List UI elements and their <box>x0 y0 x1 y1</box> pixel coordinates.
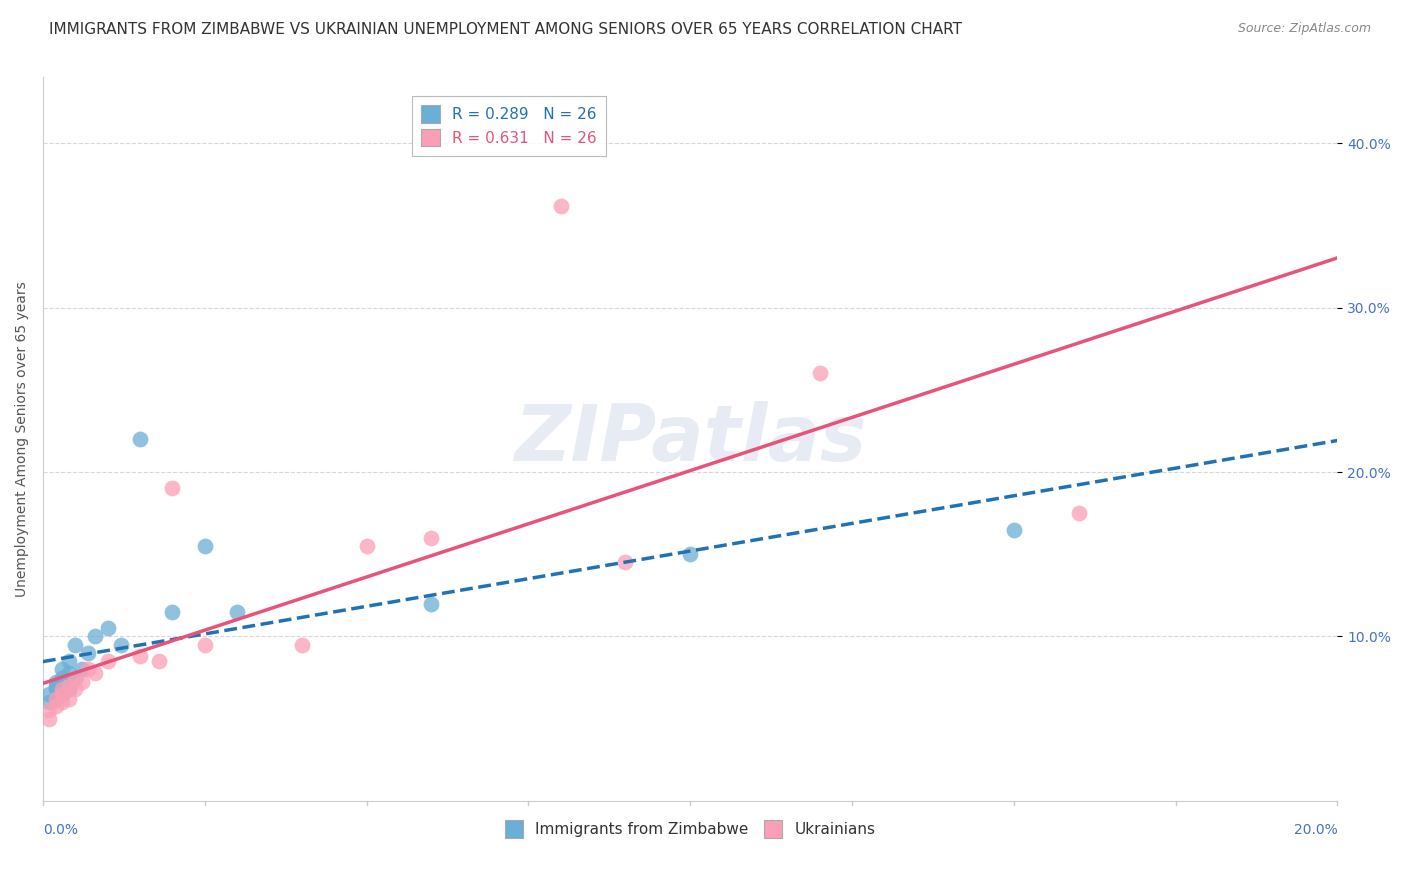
Point <box>45 692 67 706</box>
Point <box>58 682 80 697</box>
Point <box>58 679 80 693</box>
Y-axis label: Unemployment Among Seniors over 65 years: Unemployment Among Seniors over 65 years <box>15 281 30 597</box>
Point <box>148 654 170 668</box>
Point <box>291 638 314 652</box>
Text: 0.0%: 0.0% <box>44 822 77 837</box>
Point <box>65 671 87 685</box>
Point <box>51 687 73 701</box>
Point <box>550 199 572 213</box>
Point <box>679 547 702 561</box>
Point <box>45 679 67 693</box>
Point <box>51 695 73 709</box>
Point <box>45 682 67 697</box>
Point <box>77 646 100 660</box>
Point <box>65 638 87 652</box>
Point <box>614 556 637 570</box>
Point <box>110 638 132 652</box>
Point <box>194 539 217 553</box>
Point <box>420 597 443 611</box>
Point <box>808 367 831 381</box>
Point <box>356 539 378 553</box>
Legend: Immigrants from Zimbabwe, Ukrainians: Immigrants from Zimbabwe, Ukrainians <box>499 814 882 844</box>
Point <box>70 662 93 676</box>
Point <box>162 605 184 619</box>
Point <box>97 654 120 668</box>
Point <box>58 665 80 680</box>
Point <box>65 671 87 685</box>
Point <box>162 482 184 496</box>
Text: ZIPatlas: ZIPatlas <box>515 401 866 477</box>
Point <box>51 682 73 697</box>
Point <box>194 638 217 652</box>
Point <box>226 605 249 619</box>
Point <box>38 703 60 717</box>
Text: Source: ZipAtlas.com: Source: ZipAtlas.com <box>1237 22 1371 36</box>
Point <box>58 692 80 706</box>
Point <box>1067 506 1090 520</box>
Point <box>38 695 60 709</box>
Point <box>1002 523 1025 537</box>
Point <box>45 692 67 706</box>
Point <box>420 531 443 545</box>
Point <box>97 621 120 635</box>
Point <box>129 649 152 664</box>
Point <box>70 675 93 690</box>
Point <box>65 682 87 697</box>
Text: 20.0%: 20.0% <box>1294 822 1337 837</box>
Point <box>38 712 60 726</box>
Point <box>45 675 67 690</box>
Point <box>38 687 60 701</box>
Point <box>51 687 73 701</box>
Point <box>58 654 80 668</box>
Point <box>129 432 152 446</box>
Text: IMMIGRANTS FROM ZIMBABWE VS UKRAINIAN UNEMPLOYMENT AMONG SENIORS OVER 65 YEARS C: IMMIGRANTS FROM ZIMBABWE VS UKRAINIAN UN… <box>49 22 962 37</box>
Point <box>45 698 67 713</box>
Point <box>83 665 105 680</box>
Point <box>77 662 100 676</box>
Point <box>51 671 73 685</box>
Point <box>83 630 105 644</box>
Point <box>51 662 73 676</box>
